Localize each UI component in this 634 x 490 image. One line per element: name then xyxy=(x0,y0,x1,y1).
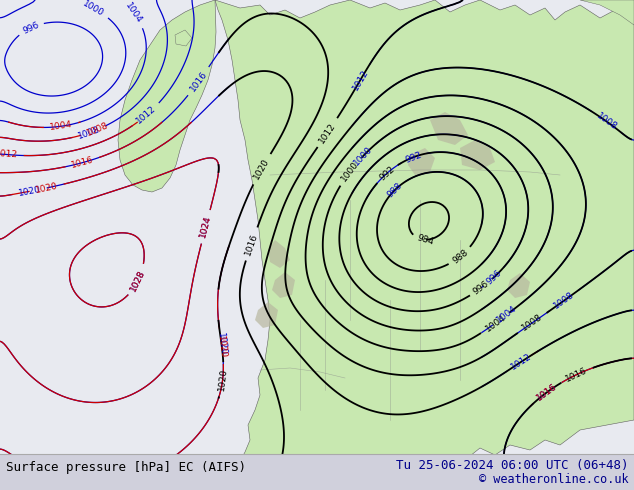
Text: 1016: 1016 xyxy=(535,382,559,403)
Text: Surface pressure [hPa] EC (AIFS): Surface pressure [hPa] EC (AIFS) xyxy=(6,461,246,474)
Text: 1016: 1016 xyxy=(535,382,559,403)
Text: 1000: 1000 xyxy=(352,145,374,168)
Text: 996: 996 xyxy=(484,268,503,286)
Text: 1000: 1000 xyxy=(340,159,361,183)
Polygon shape xyxy=(507,273,530,298)
Text: 1028: 1028 xyxy=(129,268,147,293)
Text: 1012: 1012 xyxy=(0,149,18,160)
Text: 1016: 1016 xyxy=(70,155,95,170)
Text: 1004: 1004 xyxy=(49,120,73,132)
Polygon shape xyxy=(408,148,435,175)
Text: 988: 988 xyxy=(385,181,404,200)
Text: 1012: 1012 xyxy=(134,104,158,126)
Text: 1012: 1012 xyxy=(318,121,338,145)
Text: 1012: 1012 xyxy=(510,351,534,371)
Polygon shape xyxy=(580,0,634,25)
Bar xyxy=(0,454,634,490)
Text: 1008: 1008 xyxy=(552,290,576,311)
Text: 1020: 1020 xyxy=(18,185,42,198)
Polygon shape xyxy=(255,302,278,328)
Text: 1020: 1020 xyxy=(252,157,271,181)
Text: 1016: 1016 xyxy=(564,366,589,384)
Polygon shape xyxy=(355,474,382,488)
Polygon shape xyxy=(215,0,634,490)
Text: 1008: 1008 xyxy=(521,313,544,333)
Text: Tu 25-06-2024 06:00 UTC (06+48): Tu 25-06-2024 06:00 UTC (06+48) xyxy=(396,459,629,472)
Text: 1028: 1028 xyxy=(129,268,147,293)
Text: 996: 996 xyxy=(21,20,41,36)
Text: 1020: 1020 xyxy=(34,181,59,195)
Text: 992: 992 xyxy=(377,164,396,182)
Text: 1004: 1004 xyxy=(483,313,507,333)
Text: 1012: 1012 xyxy=(351,68,370,92)
Polygon shape xyxy=(272,272,295,298)
Text: 1008: 1008 xyxy=(85,121,110,138)
Text: 1024: 1024 xyxy=(198,215,213,239)
Text: 1020: 1020 xyxy=(217,368,228,392)
Text: 1016: 1016 xyxy=(188,70,209,93)
Text: 1008: 1008 xyxy=(595,111,618,132)
Text: 1020: 1020 xyxy=(216,333,228,356)
Text: 1004: 1004 xyxy=(495,304,519,325)
Text: 1004: 1004 xyxy=(124,1,144,25)
Text: 1008: 1008 xyxy=(77,124,101,141)
Text: 988: 988 xyxy=(451,247,470,266)
Text: 984: 984 xyxy=(416,233,435,246)
Polygon shape xyxy=(118,0,216,192)
Text: 1024: 1024 xyxy=(198,215,213,239)
Polygon shape xyxy=(268,240,290,268)
Text: 1020: 1020 xyxy=(216,335,228,359)
Text: 996: 996 xyxy=(472,279,491,296)
Text: 1016: 1016 xyxy=(243,232,259,256)
Polygon shape xyxy=(430,112,468,145)
Polygon shape xyxy=(175,30,192,46)
Text: © weatheronline.co.uk: © weatheronline.co.uk xyxy=(479,473,629,487)
Text: 992: 992 xyxy=(404,150,423,164)
Polygon shape xyxy=(460,140,495,170)
Text: 1000: 1000 xyxy=(81,0,105,18)
